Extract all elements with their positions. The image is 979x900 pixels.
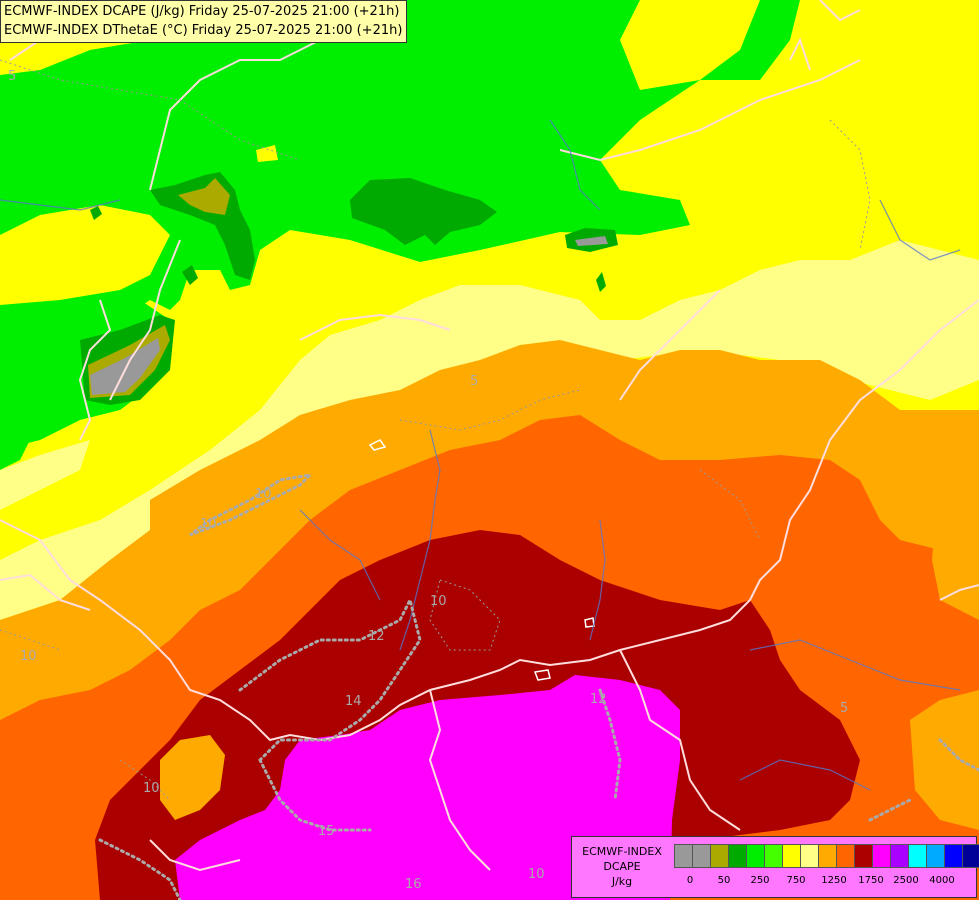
legend-swatch — [746, 844, 765, 868]
magenta-region — [175, 675, 680, 900]
contour-label: 5 — [470, 374, 478, 389]
contour-label: 10 — [143, 781, 160, 796]
legend-swatches — [674, 844, 979, 868]
legend-swatch — [674, 844, 693, 868]
legend-tick-label: 4000 — [929, 875, 955, 886]
legend-swatch — [728, 844, 747, 868]
legend-swatch — [710, 844, 729, 868]
legend-tick-label: 750 — [786, 875, 806, 886]
contour-label: 5 — [8, 69, 16, 84]
legend-swatch — [692, 844, 711, 868]
legend-tick-label: 250 — [750, 875, 770, 886]
legend-ticks: 0 50 250 750 1250 1750 2500 4000 — [674, 875, 964, 889]
contour-label: 16 — [405, 877, 422, 892]
contour-label: 10 — [528, 867, 545, 882]
legend-swatch — [962, 844, 979, 868]
color-legend: ECMWF-INDEX DCAPE J/kg 0 50 250 750 1250 1750… — [571, 836, 979, 898]
title-line-dthetae: ECMWF-INDEX DThetaE (°C) Friday 25-07-20… — [4, 23, 403, 38]
legend-swatch — [854, 844, 873, 868]
legend-tick-label: 1250 — [821, 875, 847, 886]
legend-title: ECMWF-INDEX DCAPE J/kg — [576, 844, 668, 889]
title-line-dcape: ECMWF-INDEX DCAPE (J/kg) Friday 25-07-20… — [4, 4, 400, 19]
contour-label: 10 — [20, 649, 37, 664]
map-title: ECMWF-INDEX DCAPE (J/kg) Friday 25-07-20… — [0, 0, 408, 43]
contour-label: 10 — [430, 594, 447, 609]
legend-tick-label: 0 — [686, 875, 694, 886]
contour-label: 12 — [368, 629, 385, 644]
contour-label: 15 — [318, 824, 335, 839]
legend-swatch — [836, 844, 855, 868]
contour-label: 12 — [590, 692, 607, 707]
legend-tick-label: 1750 — [858, 875, 884, 886]
legend-swatch — [764, 844, 783, 868]
contour-label: 5 — [840, 701, 848, 716]
legend-swatch — [818, 844, 837, 868]
legend-swatch — [872, 844, 891, 868]
legend-swatch — [782, 844, 801, 868]
legend-swatch — [908, 844, 927, 868]
contour-label: 10 — [200, 517, 217, 532]
contour-label: 10 — [255, 487, 272, 502]
legend-title-line: DCAPE — [603, 860, 641, 873]
legend-units: J/kg — [611, 875, 633, 888]
legend-swatch — [800, 844, 819, 868]
legend-swatch — [944, 844, 963, 868]
legend-title-line: ECMWF-INDEX — [582, 845, 662, 858]
legend-tick-label: 50 — [717, 875, 731, 886]
legend-swatch — [926, 844, 945, 868]
pale-yellow-region — [0, 240, 979, 620]
contour-label: 14 — [345, 694, 362, 709]
legend-swatch — [890, 844, 909, 868]
legend-tick-label: 2500 — [893, 875, 919, 886]
